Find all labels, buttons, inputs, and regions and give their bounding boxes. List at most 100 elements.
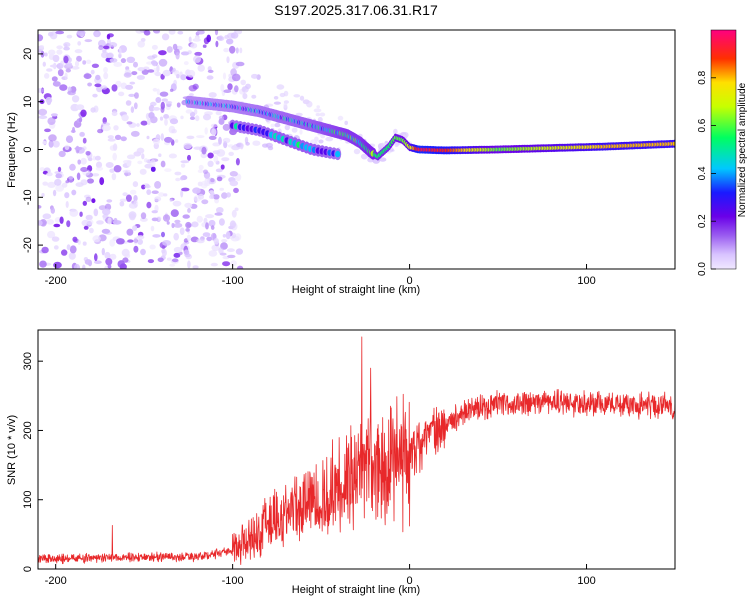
noise-blob xyxy=(218,136,222,145)
noise-blob xyxy=(161,231,165,238)
noise-blob xyxy=(150,166,156,172)
noise-blob xyxy=(140,67,145,71)
noise-blob xyxy=(76,55,82,62)
noise-blob xyxy=(227,83,233,91)
noise-blob xyxy=(320,133,326,139)
noise-blob xyxy=(84,259,92,265)
noise-blob xyxy=(207,69,214,73)
noise-blob xyxy=(109,58,118,63)
noise-blob xyxy=(74,263,80,269)
snr-y-ticks: 0 100 200 300 xyxy=(22,352,43,572)
snr-x-ticks: -200 -100 0 100 xyxy=(45,564,596,587)
colorbar-tick-label: 0.4 xyxy=(697,166,708,180)
noise-blob xyxy=(162,240,172,246)
noise-blob xyxy=(71,66,80,70)
noise-blob xyxy=(208,178,217,185)
noise-blob xyxy=(166,257,172,261)
noise-blob xyxy=(92,235,101,243)
noise-blob xyxy=(60,249,68,256)
noise-blob xyxy=(65,62,73,67)
noise-blob xyxy=(135,30,144,34)
noise-blob xyxy=(168,153,177,159)
noise-blob xyxy=(221,157,230,162)
noise-blob xyxy=(57,69,64,77)
noise-blob xyxy=(213,238,219,245)
noise-blob xyxy=(173,246,183,253)
noise-blob xyxy=(116,238,125,245)
noise-blob xyxy=(102,208,111,216)
colorbar-tick-label: 0.6 xyxy=(697,118,708,132)
noise-blob xyxy=(276,84,285,90)
noise-blob xyxy=(222,72,227,80)
noise-blob xyxy=(152,234,161,238)
noise-blob xyxy=(179,227,185,235)
noise-blob xyxy=(128,211,137,219)
noise-blob xyxy=(218,35,224,42)
noise-blob xyxy=(49,64,58,68)
noise-blob xyxy=(146,189,152,196)
noise-blob xyxy=(82,241,87,246)
noise-blob xyxy=(222,137,231,144)
noise-blob xyxy=(101,122,111,127)
noise-blob xyxy=(122,169,131,174)
noise-blob xyxy=(65,68,72,73)
y-tick-label: -20 xyxy=(22,237,34,253)
noise-blob xyxy=(187,208,191,213)
noise-blob xyxy=(45,96,53,104)
noise-blob xyxy=(318,139,324,144)
noise-blob xyxy=(251,94,257,99)
noise-blob xyxy=(83,73,92,79)
noise-blob xyxy=(74,60,80,67)
noise-blob xyxy=(85,196,92,202)
noise-blob xyxy=(46,68,53,72)
noise-blob xyxy=(211,244,220,252)
noise-blob xyxy=(206,34,211,43)
noise-blob xyxy=(197,64,205,72)
noise-blob xyxy=(39,167,45,172)
noise-blob xyxy=(105,258,113,266)
noise-blob xyxy=(203,217,208,224)
colorbar: 0.0 0.2 0.4 0.6 0.8 Normalized spectral ampl… xyxy=(697,29,748,276)
x-tick-label: -100 xyxy=(222,575,244,587)
noise-blob xyxy=(65,201,69,208)
noise-blob xyxy=(137,160,143,165)
snr-panel: -200 -100 0 100 0 100 200 300 Height of straig… xyxy=(6,329,676,596)
noise-blob xyxy=(146,135,150,140)
noise-blob xyxy=(87,178,94,184)
noise-blob xyxy=(214,30,219,36)
noise-blob xyxy=(201,146,207,155)
noise-blob xyxy=(85,214,93,221)
noise-blob xyxy=(306,100,313,108)
noise-blob xyxy=(134,92,139,99)
noise-blob xyxy=(47,31,54,37)
noise-blob xyxy=(51,76,58,82)
noise-blob xyxy=(133,61,138,68)
noise-blob xyxy=(69,209,79,217)
noise-blob xyxy=(143,30,151,36)
noise-blob xyxy=(121,114,129,122)
noise-blob xyxy=(106,34,111,40)
noise-blob xyxy=(107,135,114,139)
y-tick-label: 200 xyxy=(22,421,34,439)
noise-blob xyxy=(208,92,217,98)
noise-blob xyxy=(210,225,215,230)
noise-blob xyxy=(229,220,236,229)
noise-blob xyxy=(42,61,46,67)
noise-blob xyxy=(229,45,236,54)
noise-blob xyxy=(140,212,147,220)
noise-blob xyxy=(171,129,177,134)
noise-blob xyxy=(360,153,368,160)
noise-blob xyxy=(94,260,102,265)
signal-core xyxy=(672,141,675,146)
noise-blob xyxy=(119,263,127,269)
noise-blob xyxy=(198,164,204,170)
noise-blob xyxy=(195,115,200,122)
noise-blob xyxy=(113,165,122,173)
noise-blob xyxy=(196,238,205,244)
noise-blob xyxy=(211,128,217,136)
noise-blob xyxy=(393,128,398,135)
noise-blob xyxy=(201,199,209,205)
noise-blob xyxy=(38,205,42,209)
noise-blob xyxy=(172,43,178,51)
noise-blob xyxy=(150,159,156,167)
